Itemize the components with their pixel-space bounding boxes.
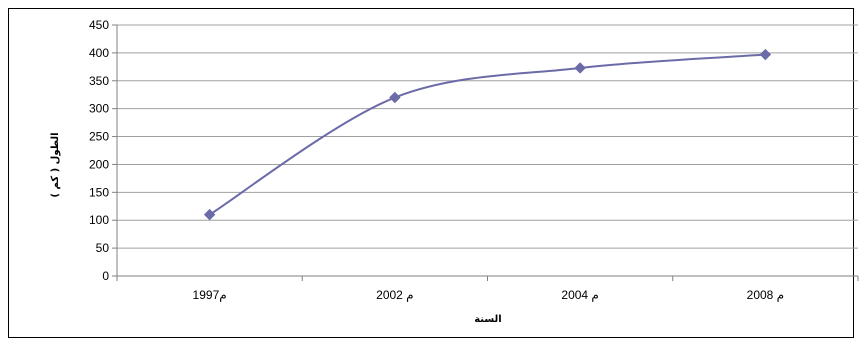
y-tick-label: 250 <box>89 130 109 144</box>
axes <box>112 24 859 281</box>
data-point-marker <box>759 48 772 61</box>
y-tick-label: 150 <box>89 185 109 199</box>
x-tick-label: 1997م <box>193 288 227 302</box>
x-axis-title: السنة <box>474 314 502 325</box>
series-group <box>203 48 772 221</box>
x-tick-label: 2002 م <box>376 288 413 302</box>
y-tick-labels: 0 50 100 150 200 250 300 350 400 450 <box>89 18 109 283</box>
y-tick-label: 100 <box>89 213 109 227</box>
x-tick-label: 2004 م <box>561 288 598 302</box>
y-tick-label: 400 <box>89 46 109 60</box>
y-tick-label: 50 <box>96 241 110 255</box>
x-tick-labels: 1997م 2002 م 2004 م 2008 م <box>193 288 785 302</box>
y-tick-label: 350 <box>89 74 109 88</box>
chart-frame <box>8 8 854 338</box>
y-axis-title: الطول ( كم ) <box>50 132 61 197</box>
y-tick-label: 0 <box>102 269 109 283</box>
y-tick-label: 300 <box>89 102 109 116</box>
data-point-marker <box>203 208 216 221</box>
y-tick-label: 450 <box>89 18 109 32</box>
data-point-marker <box>574 62 586 74</box>
y-tick-label: 200 <box>89 157 109 171</box>
gridlines <box>117 24 858 249</box>
x-tick-label: 2008 م <box>747 288 784 302</box>
series-line <box>209 53 766 216</box>
data-point-marker <box>389 91 401 104</box>
